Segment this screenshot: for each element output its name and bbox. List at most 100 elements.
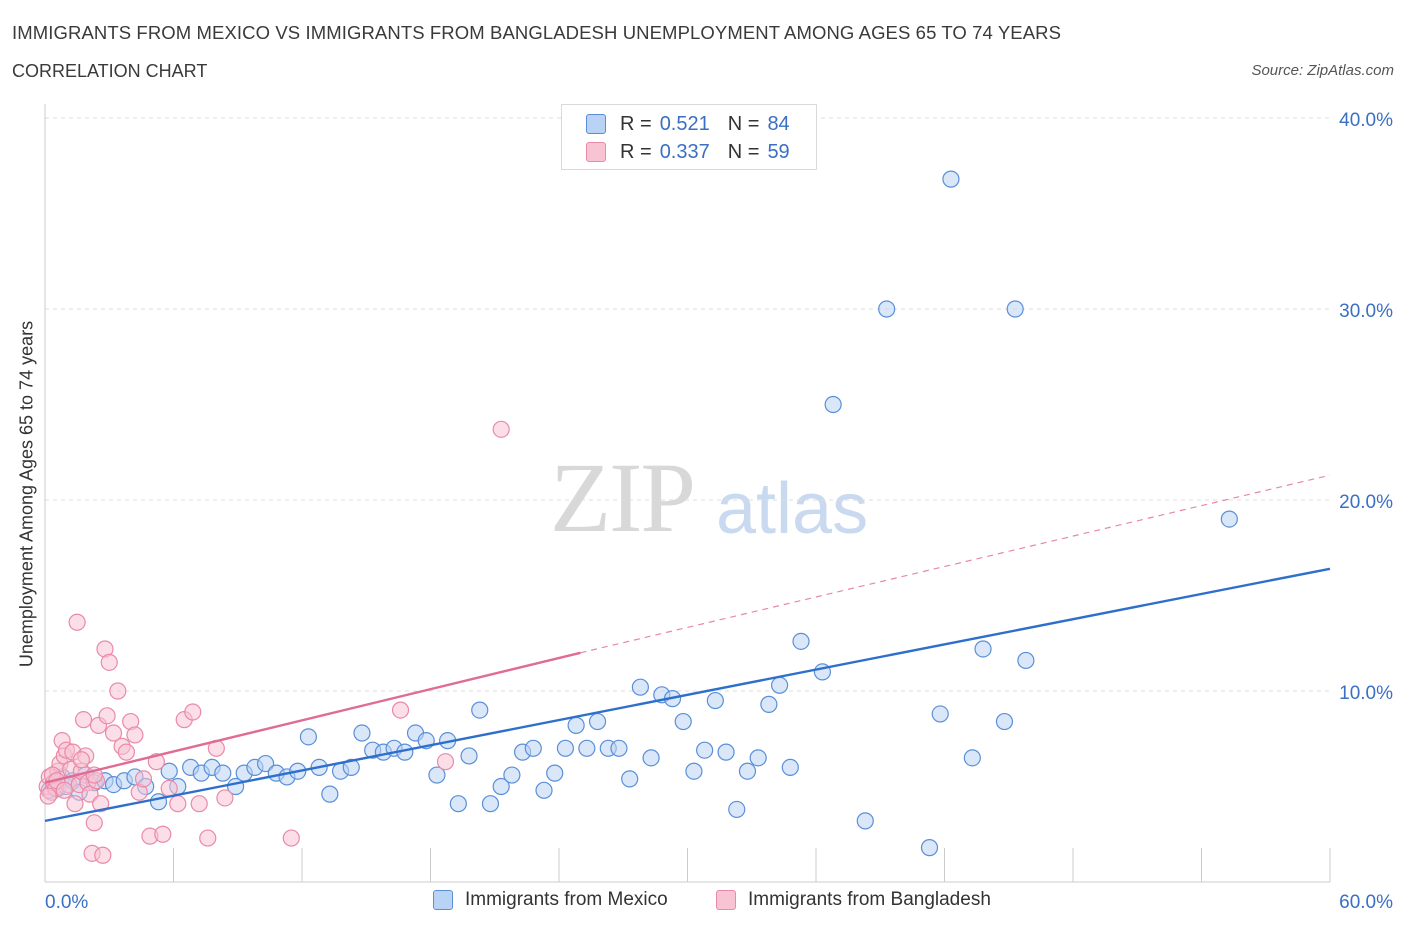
data-point-mexico xyxy=(995,712,1014,731)
data-point-mexico xyxy=(256,754,275,773)
data-point-mexico xyxy=(546,764,564,782)
watermark-atlas: atlas xyxy=(716,469,869,549)
data-point-bangladesh xyxy=(282,829,300,847)
data-point-bangladesh xyxy=(391,701,410,719)
data-point-mexico xyxy=(556,739,575,757)
data-point-bangladesh xyxy=(117,743,135,761)
data-point-mexico xyxy=(567,716,585,734)
data-point-mexico xyxy=(492,777,510,796)
watermark-zip: ZIP xyxy=(550,442,696,553)
series-legend: Immigrants from Mexico Immigrants from B… xyxy=(0,889,1406,915)
data-point-bangladesh xyxy=(492,420,510,438)
data-point-mexico xyxy=(696,741,714,759)
data-point-mexico xyxy=(963,749,981,767)
trend-line-extension-bangladesh xyxy=(580,474,1331,654)
r-label: R = xyxy=(620,112,652,135)
data-point-mexico xyxy=(706,691,724,710)
legend-label: Immigrants from Bangladesh xyxy=(748,889,991,910)
data-point-mexico xyxy=(449,795,467,813)
data-point-bangladesh xyxy=(169,795,187,813)
data-point-mexico xyxy=(685,762,703,780)
data-point-mexico xyxy=(728,800,746,819)
data-point-bangladesh xyxy=(104,724,123,742)
bangladesh-swatch xyxy=(586,142,606,162)
mexico-swatch xyxy=(433,890,453,910)
y-axis-label: Unemployment Among Ages 65 to 74 years xyxy=(16,320,37,668)
data-point-mexico xyxy=(738,762,757,780)
bangladesh-swatch xyxy=(716,890,736,910)
legend-label: Immigrants from Mexico xyxy=(465,889,668,910)
legend-row-bangladesh: R = 0.337 N = 59 xyxy=(586,140,790,164)
data-point-bangladesh xyxy=(100,653,118,671)
data-point-mexico xyxy=(942,170,960,188)
data-point-mexico xyxy=(792,632,810,650)
data-point-mexico xyxy=(856,812,874,830)
data-point-mexico xyxy=(503,766,521,784)
r-value: 0.337 xyxy=(659,140,710,163)
data-point-mexico xyxy=(321,785,339,803)
y-tick-label: 10.0% xyxy=(1339,683,1393,704)
trend-line-bangladesh xyxy=(44,651,581,784)
data-point-bangladesh xyxy=(98,707,116,725)
data-point-bangladesh xyxy=(154,825,172,843)
source-credit: Source: ZipAtlas.com xyxy=(1251,62,1394,79)
data-point-mexico xyxy=(631,678,649,696)
legend-item-mexico[interactable]: Immigrants from Mexico xyxy=(433,889,668,911)
n-value: 84 xyxy=(767,112,790,135)
data-point-mexico xyxy=(770,676,789,694)
data-point-mexico xyxy=(149,793,168,811)
data-point-mexico xyxy=(610,739,628,757)
data-point-mexico xyxy=(642,749,660,767)
data-point-bangladesh xyxy=(72,751,91,769)
x-tick-label: 60.0% xyxy=(1339,892,1393,913)
data-point-mexico xyxy=(781,758,799,777)
data-point-mexico xyxy=(931,705,949,723)
n-value: 59 xyxy=(767,140,790,163)
data-point-mexico xyxy=(878,300,896,318)
data-point-mexico xyxy=(535,781,553,799)
legend-item-bangladesh[interactable]: Immigrants from Bangladesh xyxy=(716,889,991,911)
data-point-bangladesh xyxy=(190,795,208,813)
data-point-bangladesh xyxy=(94,846,112,864)
data-point-bangladesh xyxy=(109,682,127,700)
correlation-legend: R = 0.521 N = 84 R = 0.337 N = 59 xyxy=(561,104,817,170)
data-point-bangladesh xyxy=(74,711,93,729)
n-label: N = xyxy=(727,140,760,163)
data-point-mexico xyxy=(1220,510,1238,528)
data-point-bangladesh xyxy=(85,814,103,832)
data-point-mexico xyxy=(471,701,489,719)
r-value: 0.521 xyxy=(659,112,710,135)
y-tick-label: 20.0% xyxy=(1339,492,1393,513)
data-point-bangladesh xyxy=(199,829,217,847)
data-point-bangladesh xyxy=(436,753,455,771)
data-point-mexico xyxy=(749,749,767,767)
legend-row-mexico: R = 0.521 N = 84 xyxy=(586,112,790,136)
data-point-mexico xyxy=(481,795,500,813)
data-point-mexico xyxy=(588,712,607,731)
data-point-bangladesh xyxy=(55,781,73,799)
data-point-mexico xyxy=(717,743,735,761)
data-point-mexico xyxy=(353,724,371,742)
data-point-bangladesh xyxy=(66,795,84,813)
data-point-mexico xyxy=(214,764,232,782)
data-point-mexico xyxy=(1006,300,1024,318)
data-point-mexico xyxy=(974,640,992,658)
data-point-bangladesh xyxy=(134,770,153,788)
n-label: N = xyxy=(727,112,760,135)
data-point-mexico xyxy=(920,839,939,857)
data-point-mexico xyxy=(460,747,478,765)
series-bangladesh xyxy=(38,420,510,864)
chart-title: IMMIGRANTS FROM MEXICO VS IMMIGRANTS FRO… xyxy=(12,22,1062,43)
data-point-mexico xyxy=(760,695,778,713)
data-point-mexico xyxy=(578,739,596,757)
data-point-bangladesh xyxy=(160,779,178,798)
data-point-mexico xyxy=(824,395,842,414)
data-point-bangladesh xyxy=(68,613,86,631)
data-point-bangladesh xyxy=(184,703,202,721)
data-point-mexico xyxy=(160,762,178,780)
y-tick-label: 40.0% xyxy=(1339,110,1393,131)
data-point-bangladesh xyxy=(216,789,234,807)
r-label: R = xyxy=(620,140,652,163)
data-point-bangladesh xyxy=(92,795,110,813)
mexico-swatch xyxy=(586,114,606,134)
